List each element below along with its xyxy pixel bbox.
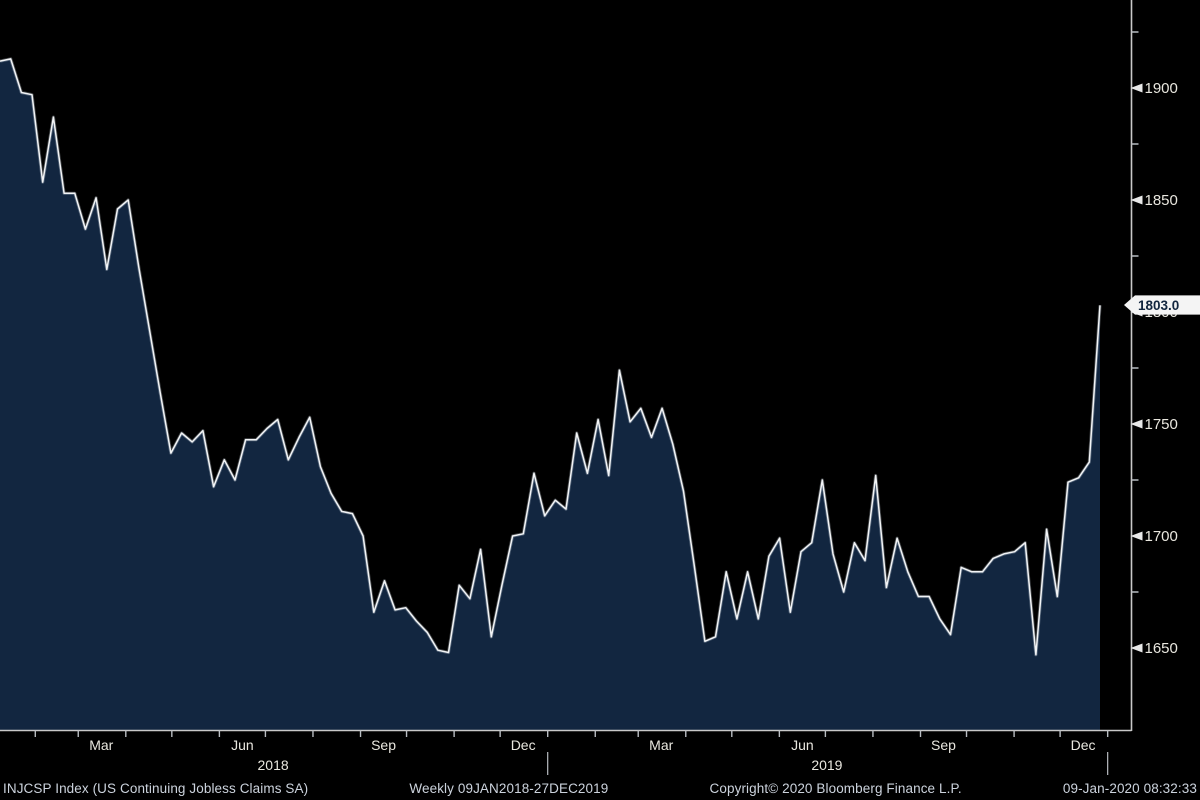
x-axis-month-label: Sep [371,737,396,753]
security-title: INJCSP Index (US Continuing Jobless Clai… [3,781,309,796]
x-axis-month-label: Sep [931,737,956,753]
y-major-tick-arrow [1130,419,1143,429]
x-axis-month-label: Jun [791,737,814,753]
status-bar: INJCSP Index (US Continuing Jobless Clai… [0,777,1200,800]
timestamp: 09-Jan-2020 08:32:33 [1062,781,1197,796]
y-major-tick-arrow [1130,83,1143,93]
x-axis-year-label: 2018 [258,757,289,773]
y-axis-tick-label: 1700 [1145,528,1178,545]
x-axis-month-label: Mar [649,737,673,753]
y-axis-tick-label: 1750 [1145,416,1178,433]
x-axis-year-label: 2019 [811,757,842,773]
last-price-value: 1803.0 [1138,297,1180,313]
x-axis-month-label: Dec [511,737,536,753]
chart-plot-area[interactable]: 190018501800175017001650MarJunSepDecMarJ… [0,0,1200,777]
x-axis-month-label: Mar [89,737,113,753]
series-area-fill [0,58,1100,731]
y-major-tick-arrow [1130,643,1143,653]
y-major-tick-arrow [1130,531,1143,541]
y-axis-tick-label: 1650 [1145,640,1178,657]
y-axis-tick-label: 1900 [1145,80,1178,97]
copyright-notice: Copyright© 2020 Bloomberg Finance L.P. [709,781,962,796]
series-line [0,58,1101,656]
x-axis-month-label: Dec [1071,737,1096,753]
periodicity-range: Weekly 09JAN2018-27DEC2019 [409,781,609,796]
y-axis-tick-label: 1850 [1145,192,1178,209]
price-area-chart[interactable]: 190018501800175017001650MarJunSepDecMarJ… [0,0,1200,777]
y-major-tick-arrow [1130,195,1143,205]
x-axis-month-label: Jun [231,737,254,753]
last-price-callout: 1803.0 [1124,295,1200,315]
